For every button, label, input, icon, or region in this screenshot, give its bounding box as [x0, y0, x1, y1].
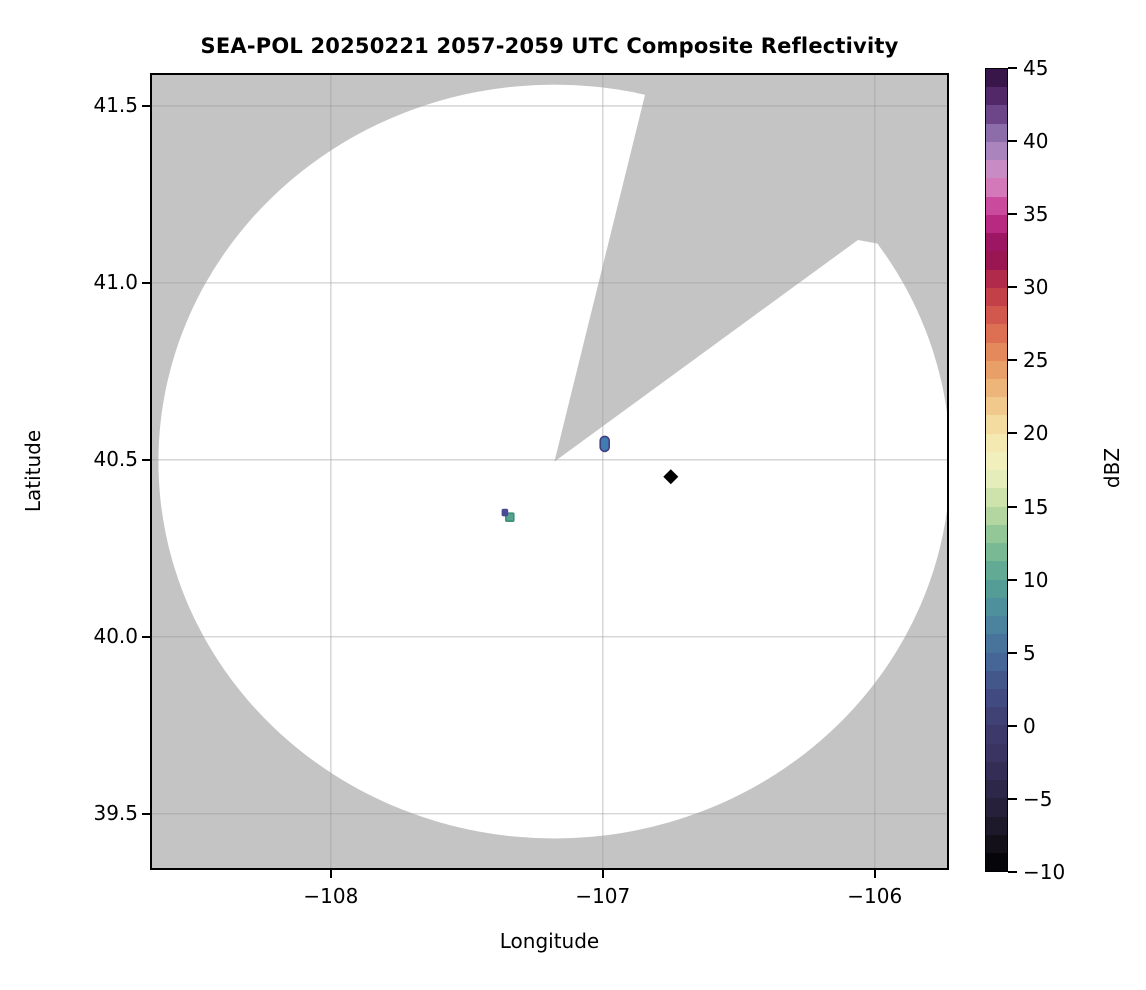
colorbar-band: [986, 251, 1007, 270]
colorbar-tick-label: 30: [1023, 275, 1049, 300]
colorbar-band: [986, 378, 1007, 398]
colorbar-label: dBZ: [1100, 447, 1124, 489]
y-tick-mark: [142, 104, 150, 107]
colorbar-tick-label: 35: [1023, 202, 1049, 227]
colorbar-tick-label: 0: [1023, 713, 1036, 738]
colorbar-tick-label: 10: [1023, 567, 1049, 592]
x-tick-mark: [873, 870, 876, 878]
colorbar-band: [986, 543, 1007, 562]
colorbar-tick-mark: [1008, 797, 1017, 800]
colorbar-tick-label: 45: [1023, 56, 1049, 80]
colorbar-tick-label: −5: [1023, 786, 1053, 811]
axes-spine: [150, 73, 949, 870]
colorbar-band: [986, 451, 1007, 471]
colorbar-tick-mark: [1008, 140, 1017, 143]
colorbar: [985, 68, 1008, 872]
colorbar-band: [986, 688, 1007, 708]
colorbar-band: [986, 597, 1007, 617]
colorbar-band: [986, 524, 1007, 544]
chart-title: SEA-POL 20250221 2057-2059 UTC Composite…: [200, 34, 899, 58]
reflectivity-echo: [501, 508, 509, 517]
colorbar-band: [986, 488, 1007, 507]
colorbar-band: [986, 470, 1007, 489]
colorbar-band: [986, 433, 1007, 452]
colorbar-tick-mark: [1008, 432, 1017, 435]
colorbar-tick-mark: [1008, 578, 1017, 581]
y-tick-label: 40.5: [93, 446, 138, 471]
x-tick-label: −106: [847, 884, 903, 908]
reflectivity-echo: [599, 435, 611, 453]
colorbar-tick-label: 40: [1023, 129, 1049, 154]
colorbar-band: [986, 798, 1007, 817]
colorbar-tick-label: 25: [1023, 348, 1049, 373]
colorbar-band: [986, 780, 1007, 799]
colorbar-band: [986, 342, 1007, 361]
y-tick-mark: [142, 812, 150, 815]
colorbar-tick-label: 20: [1023, 421, 1049, 446]
colorbar-tick-label: −10: [1023, 860, 1066, 884]
colorbar-band: [986, 415, 1007, 434]
colorbar-band: [986, 670, 1007, 689]
colorbar-band: [986, 105, 1007, 124]
colorbar-band: [986, 561, 1007, 580]
x-tick-label: −108: [303, 884, 359, 908]
colorbar-tick-mark: [1008, 724, 1017, 727]
y-axis-label: Latitude: [21, 429, 45, 513]
radar-plot-area: [150, 73, 949, 870]
colorbar-band: [986, 69, 1007, 88]
colorbar-tick-mark: [1008, 871, 1017, 873]
colorbar-band: [986, 834, 1007, 854]
blocked-sector-wedge: [554, 73, 949, 462]
colorbar-band: [986, 743, 1007, 762]
colorbar-band: [986, 506, 1007, 525]
y-tick-label: 39.5: [93, 800, 138, 825]
colorbar-band: [986, 616, 1007, 635]
colorbar-tick-mark: [1008, 359, 1017, 362]
colorbar-band: [986, 707, 1007, 726]
colorbar-tick-mark: [1008, 651, 1017, 654]
colorbar-band: [986, 141, 1007, 161]
colorbar-band: [986, 652, 1007, 671]
colorbar-tick-mark: [1008, 213, 1017, 216]
x-tick-mark: [329, 870, 332, 878]
colorbar-band: [986, 360, 1007, 379]
colorbar-band: [986, 853, 1007, 872]
colorbar-band: [986, 816, 1007, 835]
colorbar-band: [986, 634, 1007, 653]
y-tick-label: 40.0: [93, 623, 138, 648]
x-tick-mark: [601, 870, 604, 878]
colorbar-band: [986, 160, 1007, 179]
colorbar-band: [986, 87, 1007, 106]
colorbar-band: [986, 214, 1007, 234]
x-tick-label: −107: [575, 884, 631, 908]
colorbar-tick-label: 5: [1023, 640, 1036, 665]
colorbar-band: [986, 178, 1007, 197]
colorbar-tick-mark: [1008, 505, 1017, 508]
site-marker-diamond: [663, 469, 679, 485]
colorbar-band: [986, 397, 1007, 416]
colorbar-tick-mark: [1008, 67, 1017, 69]
colorbar-band: [986, 196, 1007, 215]
y-tick-mark: [142, 458, 150, 461]
y-tick-label: 41.0: [93, 269, 138, 294]
colorbar-tick-label: 15: [1023, 494, 1049, 519]
colorbar-band: [986, 306, 1007, 325]
y-tick-label: 41.5: [93, 92, 138, 117]
colorbar-band: [986, 579, 1007, 598]
colorbar-band: [986, 287, 1007, 307]
colorbar-band: [986, 123, 1007, 142]
y-tick-mark: [142, 635, 150, 638]
colorbar-band: [986, 269, 1007, 288]
colorbar-band: [986, 324, 1007, 343]
colorbar-band: [986, 233, 1007, 252]
colorbar-tick-mark: [1008, 286, 1017, 289]
y-tick-mark: [142, 281, 150, 284]
x-axis-label: Longitude: [499, 929, 600, 953]
colorbar-band: [986, 761, 1007, 781]
colorbar-band: [986, 725, 1007, 744]
